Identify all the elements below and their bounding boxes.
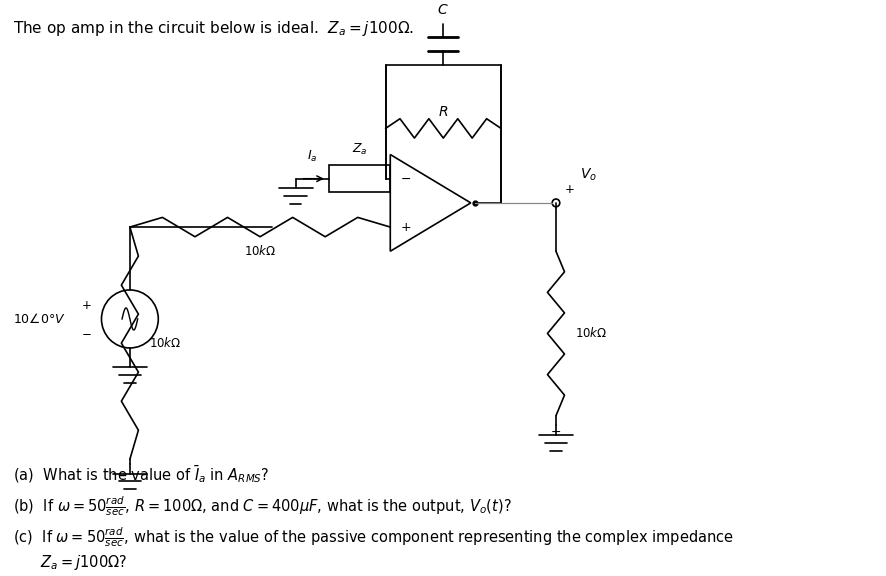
Text: $10\angle0°V$: $10\angle0°V$ bbox=[13, 312, 66, 326]
Text: $V_o$: $V_o$ bbox=[579, 166, 596, 183]
Text: $-$: $-$ bbox=[550, 425, 562, 438]
Text: (c)  If $\omega = 50\frac{rad}{sec}$, what is the value of the passive component: (c) If $\omega = 50\frac{rad}{sec}$, wha… bbox=[13, 526, 734, 550]
Text: $10k\Omega$: $10k\Omega$ bbox=[575, 327, 607, 340]
Bar bbox=[329, 165, 390, 192]
Text: $+$: $+$ bbox=[400, 221, 411, 233]
Text: (a)  What is the value of $\bar{I}_a$ in $A_{RMS}$?: (a) What is the value of $\bar{I}_a$ in … bbox=[13, 464, 270, 486]
Text: $C$: $C$ bbox=[438, 3, 449, 17]
Text: The op amp in the circuit below is ideal.  $Z_a = j100\Omega$.: The op amp in the circuit below is ideal… bbox=[13, 19, 415, 38]
Text: (b)  If $\omega = 50\frac{rad}{sec}$, $R = 100\Omega$, and $C = 400\mu F$, what : (b) If $\omega = 50\frac{rad}{sec}$, $R … bbox=[13, 495, 512, 518]
Text: $-$: $-$ bbox=[400, 172, 411, 185]
Text: $Z_a$: $Z_a$ bbox=[352, 142, 368, 157]
Text: $Z_a = j100\Omega$?: $Z_a = j100\Omega$? bbox=[13, 553, 128, 572]
Text: $+$: $+$ bbox=[563, 183, 574, 196]
Text: $10k\Omega$: $10k\Omega$ bbox=[244, 244, 276, 259]
Text: $I_a$: $I_a$ bbox=[307, 149, 317, 164]
Text: $R$: $R$ bbox=[439, 105, 448, 119]
Text: $+$: $+$ bbox=[82, 299, 92, 312]
Text: $-$: $-$ bbox=[82, 326, 92, 339]
Text: $10k\Omega$: $10k\Omega$ bbox=[149, 336, 182, 350]
